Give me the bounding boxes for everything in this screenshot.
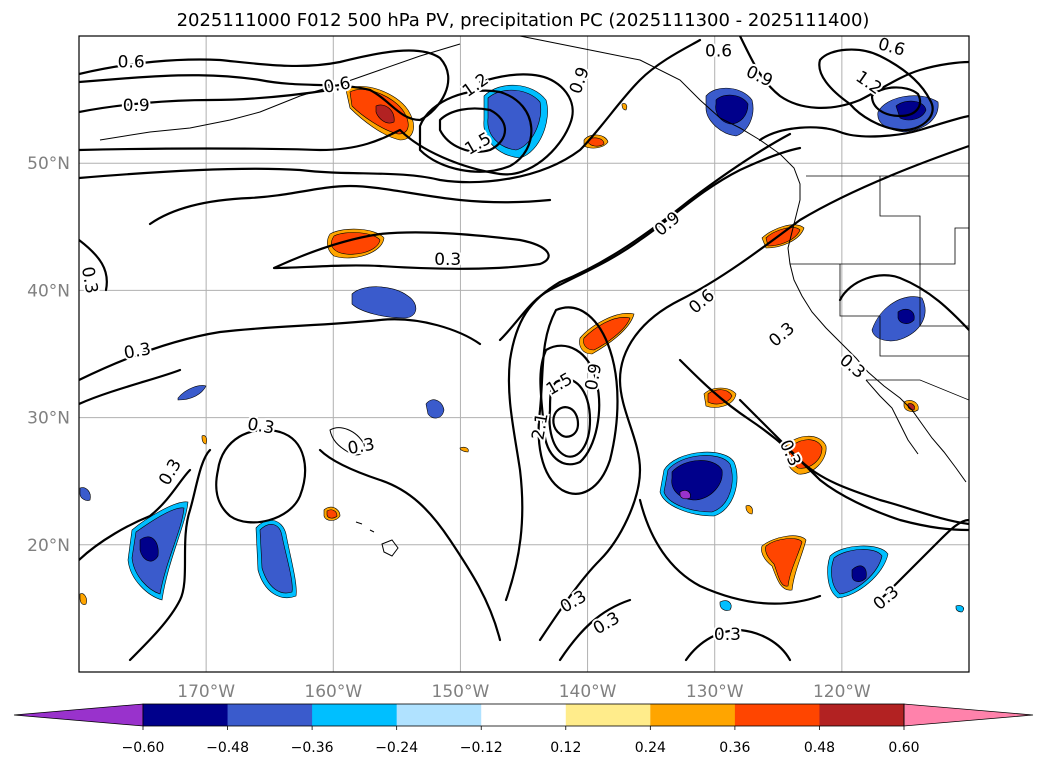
- contour-label: 0.3: [835, 350, 869, 383]
- colorbar-bin: [396, 704, 482, 726]
- colorbar-tick-label: −0.48: [206, 740, 249, 756]
- contour-label: 0.3: [714, 625, 741, 645]
- colorbar-tick-label: −0.24: [375, 740, 418, 756]
- y-tick-label: 50°N: [27, 154, 70, 174]
- x-tick-label: 160°W: [304, 682, 362, 702]
- contour-label: 0.9: [566, 64, 594, 96]
- contour-label: 0.9: [123, 96, 150, 116]
- precip-blob-negative: [851, 565, 867, 582]
- contour-label: 1.2: [852, 67, 886, 99]
- colorbar-bin: [650, 704, 736, 726]
- precip-blob-positive: [375, 104, 395, 124]
- contour-label: 2.1: [528, 411, 552, 441]
- colorbar-tick-label: 0.60: [888, 740, 919, 756]
- precip-blob-negative: [139, 536, 159, 562]
- x-tick-label: 150°W: [432, 682, 490, 702]
- precip-blob-negative: [897, 308, 915, 324]
- x-tick-label: 170°W: [177, 682, 235, 702]
- precip-blob-positive: [765, 538, 803, 587]
- precip-blob-positive: [788, 439, 823, 469]
- chart-title: 2025111000 F012 500 hPa PV, precipitatio…: [177, 10, 870, 31]
- precip-blob-positive: [326, 509, 338, 519]
- x-tick-label: 130°W: [686, 682, 744, 702]
- y-axis-ticks: 20°N 30°N 40°N 50°N: [27, 154, 70, 556]
- contour-label: 1.5: [543, 369, 576, 400]
- precip-blob-positive: [765, 227, 801, 247]
- graticule-grid: [79, 36, 969, 672]
- precip-blob-negative: [351, 286, 417, 319]
- colorbar-bin: [312, 704, 398, 726]
- precip-blob-positive: [583, 317, 631, 351]
- precip-blob-negative: [487, 89, 542, 151]
- contour-label: 0.6: [322, 73, 352, 97]
- colorbar-bin: [143, 704, 229, 726]
- precip-blob-positive: [79, 593, 87, 605]
- colorbar-tick-label: 0.48: [804, 740, 835, 756]
- colorbar-extend-low: [13, 703, 144, 727]
- colorbar-bin: [565, 704, 651, 726]
- precip-blob-negative: [259, 524, 293, 594]
- precip-blob-positive: [907, 403, 915, 411]
- precipitation-shading: [79, 84, 964, 613]
- y-tick-label: 20°N: [27, 536, 70, 556]
- precip-blob-negative: [955, 605, 964, 613]
- precip-blob-negative: [177, 385, 207, 401]
- colorbar-tick-label: 0.12: [550, 740, 581, 756]
- precip-blob-negative: [719, 600, 732, 611]
- colorbar-bin: [227, 704, 313, 726]
- contour-label: 0.3: [122, 339, 152, 363]
- contour-label: 0.3: [557, 587, 590, 618]
- pv-contours: [79, 36, 969, 662]
- contour-label: 0.6: [118, 53, 145, 73]
- contour-label: 0.3: [590, 608, 623, 639]
- precip-blob-negative: [715, 94, 749, 125]
- contour-label: 0.3: [246, 414, 276, 438]
- x-tick-label: 120°W: [813, 682, 871, 702]
- contour-label: 0.3: [346, 435, 376, 459]
- y-tick-label: 40°N: [27, 281, 70, 301]
- precip-blob-negative: [425, 399, 445, 419]
- precip-blob-negative: [79, 487, 91, 501]
- x-axis-ticks: 170°W 160°W 150°W 140°W 130°W 120°W: [177, 682, 871, 702]
- colorbar-bin: [819, 704, 905, 726]
- contour-label: 0.6: [705, 41, 732, 61]
- colorbar-bin: [734, 704, 820, 726]
- contour-label: 0.9: [582, 362, 606, 392]
- colorbar-outline: [142, 703, 905, 727]
- precip-blob-positive: [459, 446, 469, 453]
- colorbar-tick-label: 0.24: [635, 740, 666, 756]
- y-tick-label: 30°N: [27, 409, 70, 429]
- precip-blob-positive: [745, 505, 753, 515]
- contour-label: 0.9: [651, 208, 685, 241]
- colorbar: −0.60 −0.48 −0.36 −0.24 −0.12 0.12 0.24 0.36 0.4…: [13, 703, 1034, 756]
- colorbar-tick-label: −0.12: [460, 740, 503, 756]
- contour-label: 0.3: [870, 582, 904, 615]
- precip-blob-positive: [587, 137, 605, 147]
- precip-blob-positive: [201, 435, 207, 445]
- precip-blob-positive: [621, 103, 628, 111]
- precip-blob-extreme-negative: [679, 490, 691, 500]
- colorbar-tick-label: −0.60: [122, 740, 165, 756]
- coastlines: [99, 36, 967, 557]
- x-tick-label: 140°W: [559, 682, 617, 702]
- contour-label: 0.3: [77, 265, 101, 295]
- colorbar-tick-label: 0.36: [719, 740, 750, 756]
- colorbar-tick-label: −0.36: [291, 740, 334, 756]
- map-frame: [78, 35, 970, 673]
- colorbar-extend-high: [903, 703, 1034, 727]
- contour-label: 0.3: [765, 319, 799, 352]
- contour-label: 0.3: [434, 250, 461, 270]
- colorbar-bin: [481, 704, 567, 726]
- contour-label: 0.3: [155, 456, 186, 489]
